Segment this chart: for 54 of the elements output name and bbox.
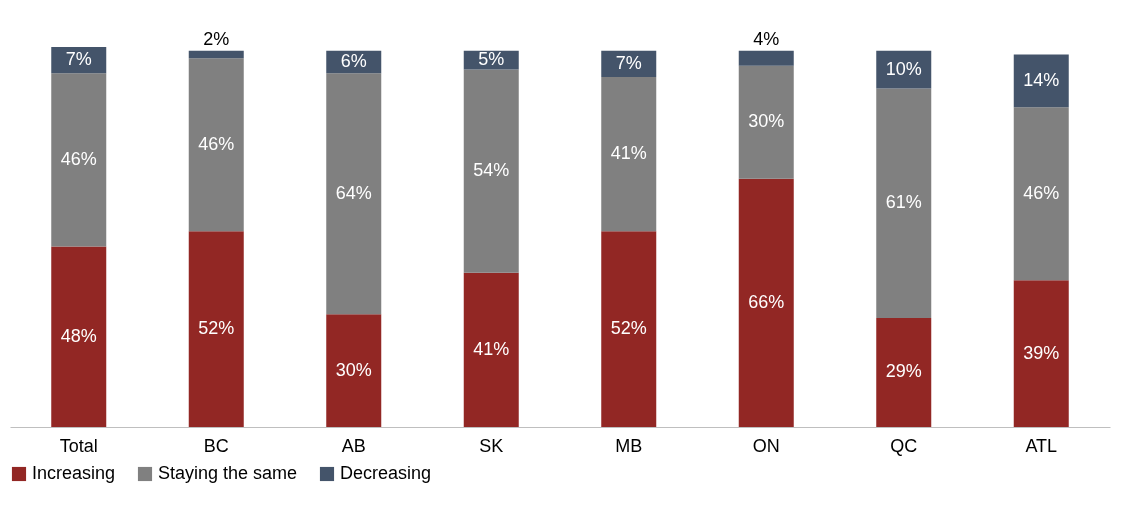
x-tick-label: BC [203, 435, 229, 456]
data-label: 54% [473, 160, 510, 181]
data-label: 30% [748, 111, 785, 132]
data-label: 39% [1023, 342, 1060, 363]
bar [738, 65, 794, 179]
data-label: 66% [748, 291, 785, 312]
bar [188, 50, 244, 59]
x-tick-label: SK [479, 435, 504, 456]
data-label: 5% [478, 49, 505, 70]
bar [51, 246, 107, 427]
bar [738, 178, 794, 427]
data-label: 48% [60, 325, 97, 346]
data-label: 61% [885, 192, 922, 213]
x-tick-label: ON [752, 435, 780, 456]
bar [601, 77, 657, 232]
bar [463, 272, 519, 427]
data-label: 41% [473, 338, 510, 359]
data-label: 41% [610, 143, 647, 164]
data-label: 14% [1023, 69, 1060, 90]
bar [1013, 107, 1069, 281]
x-tick-label: ATL [1025, 435, 1058, 456]
bar [326, 314, 382, 427]
data-label: 46% [60, 148, 97, 169]
data-label: 7% [65, 49, 92, 70]
data-label: 64% [335, 182, 372, 203]
bar [463, 69, 519, 273]
bar [1013, 280, 1069, 427]
bar [326, 73, 382, 315]
data-label: 30% [335, 359, 372, 380]
data-label: 46% [1023, 182, 1060, 203]
bar [738, 50, 794, 66]
bar [188, 58, 244, 232]
legend-label: Staying the same [158, 463, 298, 483]
data-label: 52% [198, 318, 235, 339]
bar [876, 317, 932, 427]
bar [51, 73, 107, 247]
legend-label: Increasing [32, 463, 116, 483]
data-label: 4% [753, 28, 780, 49]
data-label: 46% [198, 133, 235, 154]
data-label: 10% [885, 58, 922, 79]
x-tick-label: AB [341, 435, 366, 456]
legend-label: Decreasing [340, 463, 432, 483]
x-tick-label: QC [890, 435, 918, 456]
data-label: 29% [885, 361, 922, 382]
x-tick-label: MB [615, 435, 643, 456]
data-label: 2% [203, 28, 230, 49]
data-label: 6% [340, 51, 367, 72]
bar [1013, 54, 1069, 108]
bar [188, 231, 244, 427]
data-label: 52% [610, 318, 647, 339]
x-tick-label: Total [59, 435, 98, 456]
data-label: 7% [615, 52, 642, 73]
bar [601, 231, 657, 427]
bar [876, 88, 932, 318]
